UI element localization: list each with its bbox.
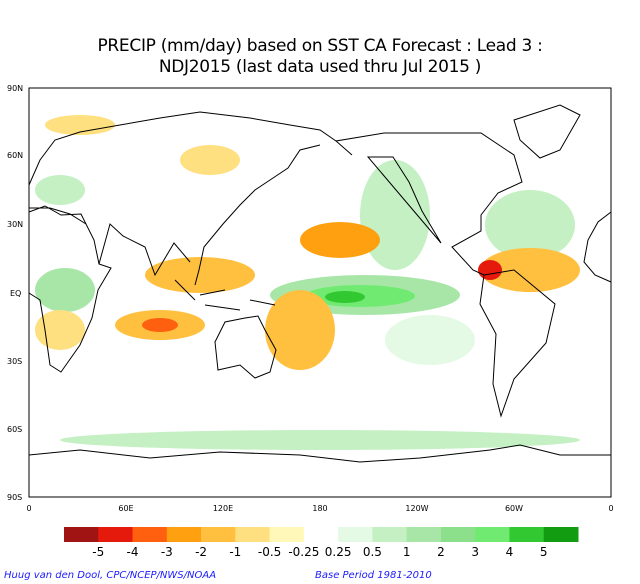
colorbar-label: 5 <box>540 545 548 559</box>
dry-anomaly-s-africa <box>35 310 85 350</box>
colorbar-label: 1 <box>403 545 411 559</box>
colorbar-swatch <box>166 527 202 542</box>
dry-anomaly-atlantic <box>480 248 580 292</box>
dry-anomaly-nw-pacific <box>300 222 380 258</box>
colorbar-swatch <box>475 527 510 542</box>
colorbar-label: -0.25 <box>288 545 319 559</box>
colorbar-swatch <box>543 527 579 542</box>
colorbar-label: -5 <box>92 545 104 559</box>
wet-anomaly-europe <box>35 175 85 205</box>
credit-text: Huug van den Dool, CPC/NCEP/NWS/NOAA <box>4 570 217 581</box>
coastlines <box>28 104 612 463</box>
dry-anomaly-sw-pacific <box>265 290 335 370</box>
lon-label: 0 <box>26 504 31 513</box>
base-period-text: Base Period 1981-2010 <box>315 570 432 581</box>
wet-anomaly-southern-ocean <box>60 430 580 450</box>
colorbar-label: 4 <box>506 545 514 559</box>
colorbar-swatch <box>509 527 545 542</box>
wet-anomaly-africa <box>35 268 95 312</box>
colorbar-label: 3 <box>471 545 479 559</box>
wet-anomaly-n-atlantic <box>485 190 575 260</box>
lon-label: 180 <box>312 504 327 513</box>
colorbar-label: -3 <box>161 545 173 559</box>
colorbar-swatch <box>406 527 442 542</box>
colorbar-swatch <box>269 527 305 542</box>
chart-title-line2: NDJ2015 (last data used thru Jul 2015 ) <box>158 57 482 77</box>
colorbar-label: 2 <box>437 545 445 559</box>
lon-label: 120W <box>405 504 428 513</box>
lat-label: 60S <box>7 425 22 434</box>
dry-anomaly-arctic <box>45 115 115 135</box>
colorbar-label: -0.5 <box>258 545 281 559</box>
anomaly-fields <box>35 115 580 450</box>
colorbar-swatch <box>201 527 236 542</box>
dry-anomaly-siberia <box>180 145 240 175</box>
lat-label: 60N <box>7 151 23 160</box>
wet-anomaly-s-pacific <box>385 315 475 365</box>
wet-anomaly-n-pacific <box>360 160 430 270</box>
lat-label: 90N <box>7 84 23 93</box>
colorbar-label: -2 <box>195 545 207 559</box>
colorbar-label: 0.25 <box>325 545 352 559</box>
lat-label: 90S <box>7 493 22 502</box>
lat-label: 30S <box>7 357 22 366</box>
lat-axis: 90N 60N 30N EQ 30S 60S 90S <box>7 84 23 502</box>
colorbar-label: 0.5 <box>363 545 382 559</box>
colorbar-swatch <box>338 527 373 542</box>
lon-label: 60W <box>505 504 523 513</box>
map-frame <box>28 87 612 498</box>
dry-anomaly-maritime <box>145 257 255 293</box>
lat-label: EQ <box>10 289 21 298</box>
colorbar-swatch <box>440 527 476 542</box>
colorbar-swatch <box>64 527 99 542</box>
colorbar-swatch <box>303 527 339 542</box>
chart-title-line1: PRECIP (mm/day) based on SST CA Forecast… <box>97 36 543 56</box>
lat-label: 30N <box>7 220 23 229</box>
dry-anomaly-central-america <box>478 260 502 280</box>
colorbar-swatch <box>98 527 134 542</box>
colorbar: -5 -4 -3 -2 -1 -0.5 -0.25 0.25 0.5 1 2 3 4 5 <box>64 527 579 559</box>
lon-axis: 0 60E 120E 180 120W 60W 0 <box>26 504 613 513</box>
colorbar-swatch <box>372 527 408 542</box>
colorbar-label: -1 <box>229 545 241 559</box>
colorbar-swatch <box>132 527 168 542</box>
lon-label: 60E <box>118 504 133 513</box>
dry-anomaly-s-indian-core <box>142 318 178 332</box>
colorbar-label: -4 <box>127 545 139 559</box>
lon-label: 120E <box>213 504 233 513</box>
wet-anomaly-eq-pacific-peak <box>325 291 365 303</box>
lon-label: 0 <box>608 504 613 513</box>
colorbar-swatch <box>235 527 271 542</box>
